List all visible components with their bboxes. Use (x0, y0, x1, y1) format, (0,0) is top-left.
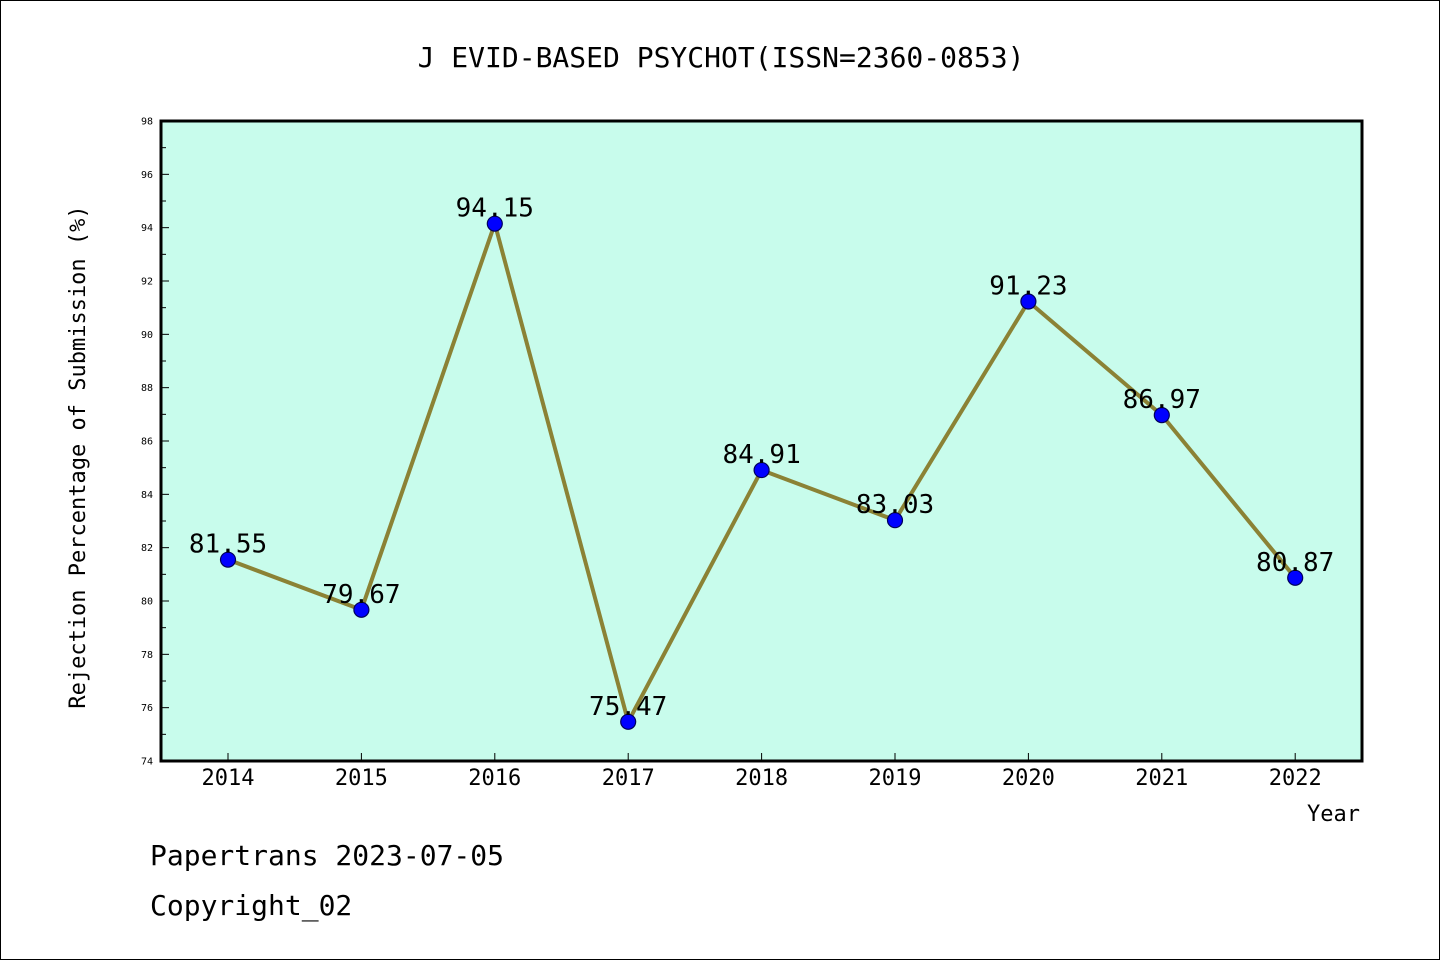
x-tick-label: 2018 (735, 766, 788, 791)
footer-copyright: Copyright_02 (150, 889, 352, 923)
y-tick-label: 76 (141, 703, 153, 714)
x-tick-label: 2022 (1269, 766, 1322, 791)
y-axis: 74 76 78 80 82 84 86 88 90 92 94 96 98 (141, 117, 169, 768)
plot-area (159, 119, 1364, 763)
data-label: 91.23 (989, 272, 1067, 302)
data-label: 94.15 (456, 194, 534, 224)
x-tick-label: 2017 (602, 766, 655, 791)
data-label: 83.03 (856, 490, 934, 520)
data-label: 75.47 (589, 692, 667, 722)
y-tick-label: 74 (141, 757, 153, 768)
data-point (486, 215, 503, 232)
data-label: 80.87 (1256, 548, 1334, 578)
y-tick-label: 82 (141, 543, 153, 554)
data-point (1287, 569, 1304, 586)
y-tick-label: 80 (141, 597, 153, 608)
y-axis-label: Rejection Percentage of Submission (%) (66, 205, 91, 708)
data-point (1153, 407, 1170, 424)
data-label: 79.67 (322, 580, 400, 610)
x-tick-label: 2015 (335, 766, 388, 791)
data-point (1020, 293, 1037, 310)
data-label: 84.91 (722, 440, 800, 470)
x-tick-label: 2021 (1135, 766, 1188, 791)
y-tick-label: 86 (141, 437, 153, 448)
y-tick-label: 90 (141, 330, 153, 341)
y-tick-label: 78 (141, 650, 153, 661)
data-point (620, 713, 637, 730)
x-axis-label: Year (1307, 802, 1360, 827)
data-label: 81.55 (189, 530, 267, 560)
x-tick-label: 2020 (1002, 766, 1055, 791)
y-tick-label: 94 (141, 223, 153, 234)
data-point (219, 551, 237, 568)
footer-date: Papertrans 2023-07-05 (150, 839, 504, 872)
data-point (753, 461, 770, 479)
series-rejection: 81.55 79.67 94.15 75.47 84.91 83.03 91.23 86.97… (189, 194, 1334, 730)
data-point (353, 601, 370, 618)
y-tick-label: 92 (141, 277, 153, 288)
y-tick-label: 98 (141, 117, 153, 128)
y-tick-label: 88 (141, 383, 153, 394)
data-label: 86.97 (1123, 385, 1201, 415)
y-tick-label: 96 (141, 170, 153, 181)
x-tick-label: 2019 (869, 766, 922, 791)
x-tick-label: 2014 (202, 766, 255, 791)
data-point (886, 512, 904, 529)
chart-title: J EVID-BASED PSYCHOT(ISSN=2360-0853) (418, 41, 1025, 74)
y-tick-label: 84 (141, 490, 153, 501)
x-axis: 2014 2015 2016 2017 2018 2019 2020 2021 2022 (202, 753, 1322, 791)
x-tick-label: 2016 (468, 766, 521, 791)
